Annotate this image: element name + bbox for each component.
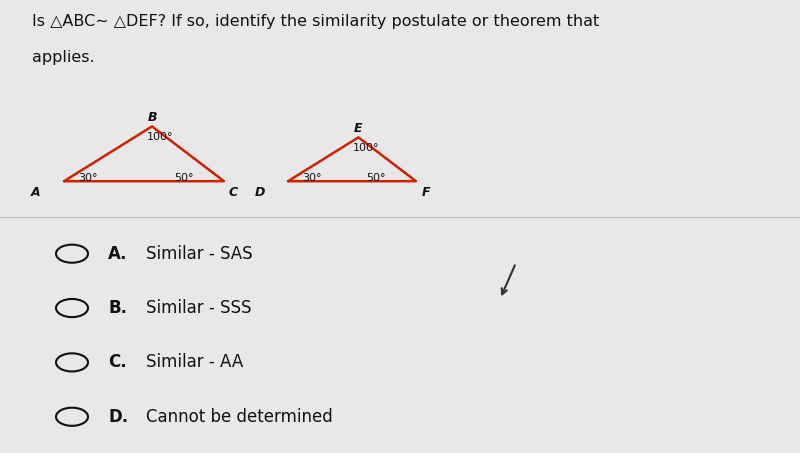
Text: 50°: 50° <box>366 173 386 183</box>
Text: C: C <box>229 186 238 199</box>
Text: C.: C. <box>108 353 126 371</box>
Text: E: E <box>354 122 362 135</box>
Text: applies.: applies. <box>32 50 94 65</box>
Text: Similar - SAS: Similar - SAS <box>146 245 253 263</box>
Text: A: A <box>31 186 41 199</box>
Text: Is △ABC∼ △DEF? If so, identify the similarity postulate or theorem that: Is △ABC∼ △DEF? If so, identify the simil… <box>32 14 599 29</box>
Text: 100°: 100° <box>146 132 174 142</box>
Text: F: F <box>422 186 430 199</box>
Text: Similar - AA: Similar - AA <box>146 353 244 371</box>
Text: Similar - SSS: Similar - SSS <box>146 299 252 317</box>
Text: 100°: 100° <box>353 143 380 153</box>
Text: 50°: 50° <box>174 173 194 183</box>
Text: D: D <box>255 186 265 199</box>
Text: D.: D. <box>108 408 128 426</box>
Text: Cannot be determined: Cannot be determined <box>146 408 333 426</box>
Text: 30°: 30° <box>78 173 98 183</box>
Text: B.: B. <box>108 299 127 317</box>
Text: B: B <box>147 111 157 124</box>
Text: A.: A. <box>108 245 127 263</box>
Text: 30°: 30° <box>302 173 322 183</box>
